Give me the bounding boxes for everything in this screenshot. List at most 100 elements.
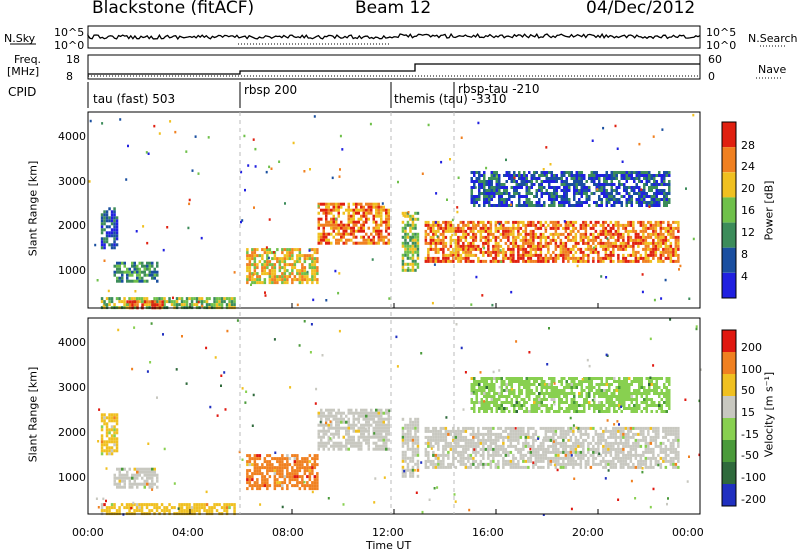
vel-g-cell-3	[251, 484, 254, 488]
vel-g-cell-6	[664, 429, 668, 433]
vel-g-cell-6	[619, 438, 623, 442]
vel-g-cell-6	[564, 456, 568, 460]
vel-g-cell-4	[317, 423, 320, 427]
power-g-cell-3	[151, 303, 154, 307]
power-g-cell-5	[325, 211, 328, 215]
vel-g-cell-6	[512, 459, 515, 463]
vel-g-cell-1	[113, 482, 116, 486]
power-g-scatter	[688, 297, 691, 300]
power-g-cell-7	[452, 250, 455, 254]
power-g-cell-7	[607, 253, 610, 257]
vel-g-cell-6	[494, 438, 498, 442]
vel-g-cell-7	[520, 380, 523, 383]
power-g-cell-5	[377, 205, 380, 209]
vel-g-cell-2	[100, 506, 104, 510]
power-g-cell-5	[362, 211, 365, 215]
power-g-cell-0	[100, 228, 104, 232]
power-g-scatter	[433, 263, 436, 266]
vel-g-cell-4	[385, 423, 388, 427]
power-g-cell-7	[534, 223, 538, 227]
power-g-cell-7	[592, 247, 595, 251]
power-g-scatter	[614, 124, 617, 128]
power-g-cell-7	[609, 235, 613, 239]
power-g-cell-4	[298, 254, 302, 258]
velocity-heatmap	[95, 318, 702, 516]
power-g-cell-5	[367, 208, 370, 212]
power-g-cell-1	[146, 273, 149, 277]
vel-g-cell-2	[183, 503, 186, 507]
vel-g-cell-6	[427, 459, 430, 463]
power-g-cell-7	[444, 244, 448, 248]
power-g-cell-5	[387, 232, 390, 236]
vel-g-cell-6	[517, 447, 520, 451]
power-g-cell-8	[648, 195, 651, 198]
vel-g-cell-5	[414, 447, 417, 451]
vel-g-cell-6	[544, 450, 548, 454]
power-g-cell-6	[414, 268, 417, 272]
power-g-cell-8	[633, 171, 636, 174]
vel-g-cell-2	[155, 506, 159, 510]
vel-g-cell-1	[128, 479, 131, 483]
power-g-cell-7	[602, 220, 605, 224]
power-g-cell-7	[662, 259, 665, 263]
vel-g-cell-6	[662, 447, 665, 451]
vel-g-cell-7	[470, 392, 473, 395]
power-g-cell-5	[330, 208, 333, 212]
vel-g-cell-1	[138, 482, 141, 486]
vel-g-cell-5	[401, 435, 405, 439]
power-g-cell-8	[630, 171, 633, 174]
power-g-cell-4	[253, 272, 257, 276]
power-g-cell-7	[529, 250, 533, 254]
vel-g-cell-3	[296, 469, 299, 473]
power-g-cell-8	[650, 195, 653, 198]
power-g-cell-5	[327, 220, 330, 224]
vel-g-cell-6	[452, 459, 455, 463]
power-g-cell-7	[622, 253, 625, 257]
vel-g-cell-6	[509, 426, 513, 430]
vel-g-cell-3	[281, 466, 284, 470]
vel-g-cell-6	[642, 435, 645, 439]
power-g-cell-7	[517, 232, 520, 236]
power-g-cell-1	[133, 270, 136, 274]
power-g-cell-4	[286, 278, 289, 282]
vel-g-cell-6	[619, 459, 623, 463]
vel-g-cell-2	[203, 509, 206, 513]
vel-g-cell-3	[316, 487, 319, 491]
power-g-cell-1	[123, 261, 126, 265]
vel-g-cell-6	[594, 432, 598, 436]
power-g-cell-4	[256, 275, 259, 279]
power-g-cell-8	[488, 186, 491, 189]
vel-g-cell-6	[677, 438, 680, 442]
vel-g-cell-7	[510, 380, 513, 383]
power-g-cell-7	[677, 223, 680, 227]
vel-g-cell-7	[490, 410, 493, 413]
power-g-cell-7	[459, 244, 463, 248]
power-g-cell-2	[118, 297, 121, 301]
power-g-scatter	[692, 237, 695, 241]
power-g-cell-7	[487, 250, 490, 254]
vel-g-cell-4	[375, 429, 378, 433]
power-g-cell-8	[650, 186, 653, 189]
power-g-cell-8	[663, 189, 666, 192]
power-g-cell-7	[587, 247, 590, 251]
power-g-cell-2	[205, 303, 209, 307]
power-g-cell-5	[377, 208, 380, 212]
power-g-cell-8	[578, 204, 581, 207]
vel-g-cell-6	[537, 456, 540, 460]
vel-g-cell-6	[617, 447, 620, 451]
vel-g-cell-6	[669, 429, 673, 433]
power-g-cell-7	[597, 259, 600, 263]
power-g-cell-5	[355, 205, 358, 209]
vel-g-cell-0	[103, 419, 106, 423]
power-g-cell-7	[622, 256, 625, 260]
power-g-cell-7	[624, 259, 628, 263]
power-g-cell-8	[608, 174, 611, 177]
power-g-cell-7	[622, 247, 625, 251]
vel-g-cell-7	[510, 377, 513, 380]
power-g-cell-7	[597, 256, 600, 260]
vel-g-cell-3	[248, 454, 252, 458]
power-g-cell-4	[313, 275, 317, 279]
power-g-cell-1	[141, 261, 144, 265]
power-g-cell-5	[355, 220, 358, 224]
vel-g-cell-2	[123, 506, 126, 510]
